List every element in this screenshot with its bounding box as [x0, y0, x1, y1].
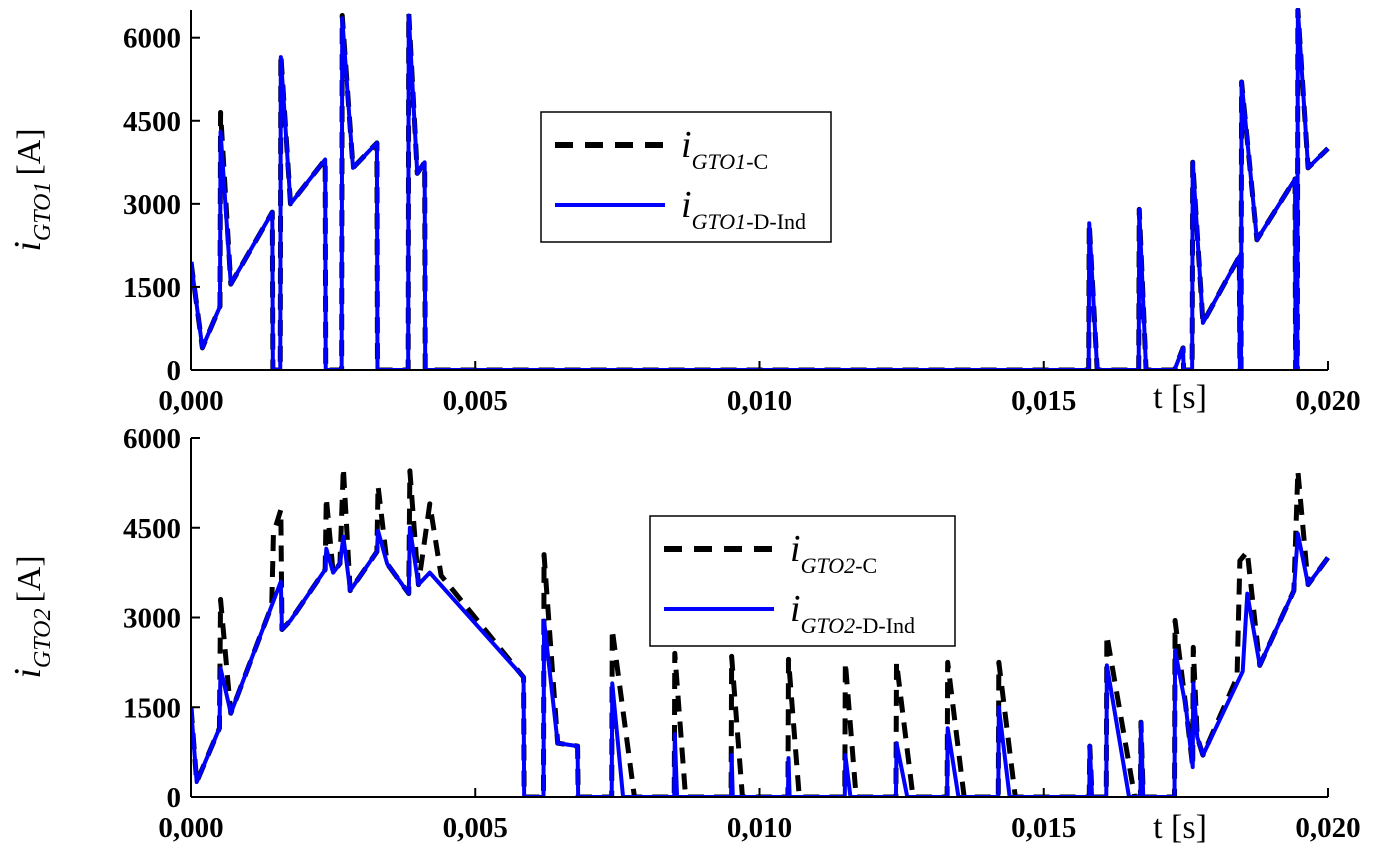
y-tick-label: 0 [167, 782, 182, 814]
x-tick-label: 0,000 [158, 812, 223, 844]
y-tick-label: 6000 [123, 23, 181, 55]
y-label-subscript: GTO1 [30, 182, 56, 242]
subplot: 0 1500 3000 4500 6000 0,000 0,005 0,010 0,015 0,0… [7, 423, 1361, 846]
y-tick-label: 4500 [123, 106, 181, 138]
y-tick-label: 1500 [123, 692, 181, 724]
x-tick-label: 0,015 [1011, 385, 1076, 417]
legend-box [649, 515, 956, 647]
plot-area [191, 465, 1330, 797]
x-axis-label: t [s] [1153, 809, 1207, 846]
x-tick-label: 0,020 [1295, 812, 1360, 844]
legend-subscript: GTO2 [801, 613, 856, 638]
y-axis-label: iGTO1 [A] [7, 128, 56, 251]
legend-label: iGTO1-C [681, 124, 768, 174]
subplot: 0 1500 3000 4500 6000 0,000 0,005 0,010 0,015 0,0… [7, 8, 1361, 417]
series-line [191, 525, 1330, 797]
legend-label: iGTO1-D-Ind [681, 184, 806, 234]
x-tick-label: 0,015 [1011, 812, 1076, 844]
legend-suffix: -D-Ind [855, 613, 915, 638]
legend-suffix: -D-Ind [746, 209, 806, 234]
y-tick-label: 4500 [123, 513, 181, 545]
y-label-unit: [A] [11, 128, 48, 175]
plot-area [191, 8, 1330, 370]
legend-label: iGTO2-D-Ind [790, 588, 915, 638]
legend-label: iGTO2-C [790, 528, 877, 578]
y-label-unit: [A] [11, 555, 48, 602]
x-tick-label: 0,005 [443, 385, 508, 417]
legend-suffix: -C [746, 149, 768, 174]
legend-symbol: i [681, 124, 692, 166]
y-tick-label: 3000 [123, 603, 181, 635]
x-tick-label: 0,000 [158, 385, 223, 417]
x-axis-label: t [s] [1153, 379, 1207, 416]
y-tick-label: 3000 [123, 189, 181, 221]
y-label-subscript: GTO2 [30, 609, 56, 669]
x-tick-label: 0,010 [727, 812, 792, 844]
x-tick-label: 0,020 [1295, 385, 1360, 417]
y-tick-label: 1500 [123, 272, 181, 304]
x-tick-label: 0,005 [443, 812, 508, 844]
legend-subscript: GTO2 [801, 553, 856, 578]
legend-subscript: GTO1 [692, 209, 747, 234]
y-axis-label: iGTO2 [A] [7, 555, 56, 678]
legend-subscript: GTO1 [692, 149, 747, 174]
y-label-symbol: i [7, 668, 49, 679]
legend-suffix: -C [855, 553, 877, 578]
legend-symbol: i [790, 588, 801, 630]
y-tick-label: 0 [167, 355, 182, 387]
legend-symbol: i [681, 184, 692, 226]
y-tick-label: 6000 [123, 423, 181, 455]
series-line [191, 8, 1330, 370]
legend-symbol: i [790, 528, 801, 570]
y-label-symbol: i [7, 241, 49, 252]
legend-box [540, 111, 832, 243]
x-tick-label: 0,010 [727, 385, 792, 417]
